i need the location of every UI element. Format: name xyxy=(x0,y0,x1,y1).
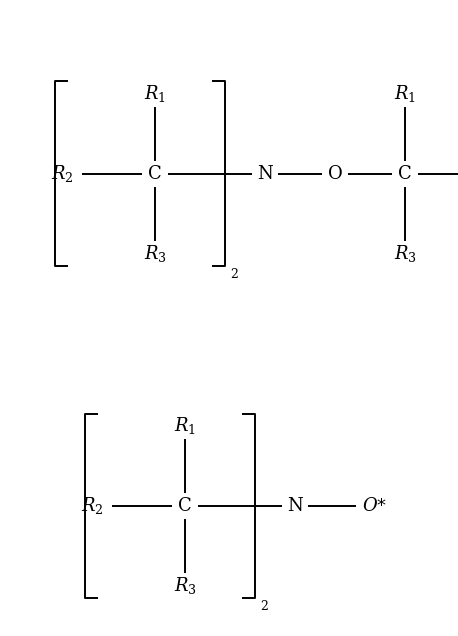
Text: $R_2$: $R_2$ xyxy=(81,495,104,516)
Text: C: C xyxy=(178,497,192,515)
Text: $R_3$: $R_3$ xyxy=(393,244,416,265)
Text: $O$*: $O$* xyxy=(362,497,387,515)
Text: $R_2$: $R_2$ xyxy=(51,163,73,184)
Text: 2: 2 xyxy=(260,600,268,613)
Text: 2: 2 xyxy=(230,268,238,281)
Text: $R_1$: $R_1$ xyxy=(174,415,196,436)
Text: $R_1$: $R_1$ xyxy=(144,83,166,104)
Text: N: N xyxy=(287,497,303,515)
Text: C: C xyxy=(148,165,162,183)
Text: $R_3$: $R_3$ xyxy=(143,244,166,265)
Text: $R_3$: $R_3$ xyxy=(174,576,196,597)
Text: N: N xyxy=(257,165,273,183)
Text: $R_1$: $R_1$ xyxy=(394,83,416,104)
Text: O: O xyxy=(327,165,343,183)
Text: C: C xyxy=(398,165,412,183)
